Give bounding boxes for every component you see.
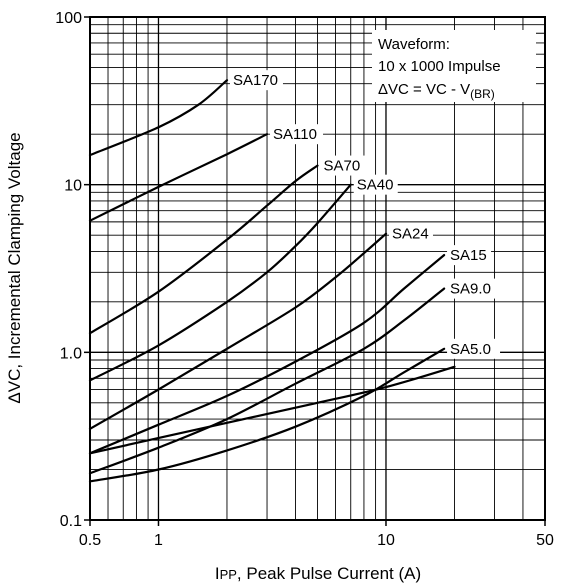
series-line-sa170 xyxy=(88,79,229,157)
series-label-background xyxy=(270,124,324,145)
annotation-line-2: 10 x 1000 Impulse xyxy=(378,58,501,75)
x-tick-label: 10 xyxy=(377,532,395,549)
series-line-sa40 xyxy=(88,183,352,382)
curves xyxy=(88,79,456,483)
series-line-sa15 xyxy=(88,254,446,455)
series-label-sa110: SA110 xyxy=(273,126,317,143)
series-label-sa5-0: SA5.0 xyxy=(450,341,491,358)
series-labels: SA170 SA110 SA70 SA40 SA24 SA15 SA9.0 SA5.0 xyxy=(229,70,501,359)
series-line-sa24 xyxy=(88,232,388,430)
series-label-sa70: SA70 xyxy=(324,158,361,175)
series-line-sa70 xyxy=(88,164,319,335)
x-axis-label-prefix: I xyxy=(215,564,220,583)
annotation-line-1: Waveform: xyxy=(378,36,450,53)
plot-frame xyxy=(89,16,546,521)
x-axis-label-sub: PP xyxy=(220,567,237,582)
series-line-sa9-0 xyxy=(88,287,446,475)
series-label-sa15: SA15 xyxy=(450,247,487,264)
annotation-line-3: ΔVC = VC - V(BR) xyxy=(378,81,495,101)
y-tick-label: 100 xyxy=(55,10,82,27)
x-tick-label: 1 xyxy=(154,532,163,549)
x-tick-label: 0.5 xyxy=(79,532,101,549)
y-tick-label: 1.0 xyxy=(60,345,82,362)
x-tick-label: 50 xyxy=(536,532,554,549)
series-label-background xyxy=(447,278,501,299)
series-label-sa9-0: SA9.0 xyxy=(450,281,491,298)
annotation-background xyxy=(372,30,536,102)
series-label-background xyxy=(388,223,433,244)
x-axis-label: IPP, Peak Pulse Current (A) xyxy=(215,564,421,583)
series-label-sa170: SA170 xyxy=(233,72,278,89)
series-line-crossing xyxy=(88,365,456,455)
series-label-background xyxy=(320,155,365,176)
series-line-sa5-0 xyxy=(88,347,446,483)
series-line-sa110 xyxy=(88,133,269,222)
series-label-background xyxy=(353,174,398,195)
series-label-sa24: SA24 xyxy=(392,226,429,243)
series-label-background xyxy=(447,338,501,359)
y-axis-label: ΔVC, Incremental Clamping Voltage xyxy=(5,132,24,403)
x-axis-label-rest: , Peak Pulse Current (A) xyxy=(237,564,421,583)
series-label-background xyxy=(447,245,492,266)
y-tick-label: 10 xyxy=(64,178,82,195)
y-tick-label: 0.1 xyxy=(60,513,82,530)
annotation-line-3-sub: (BR) xyxy=(470,87,495,101)
annotation-line-3-main: ΔVC = VC - V xyxy=(378,81,470,98)
series-label-background xyxy=(229,70,283,91)
series-label-sa40: SA40 xyxy=(357,177,394,194)
axis-ticks: 0.5 1 10 50 0.1 1.0 10 100 xyxy=(55,10,554,549)
annotation-box: Waveform: 10 x 1000 Impulse ΔVC = VC - V… xyxy=(372,30,536,102)
